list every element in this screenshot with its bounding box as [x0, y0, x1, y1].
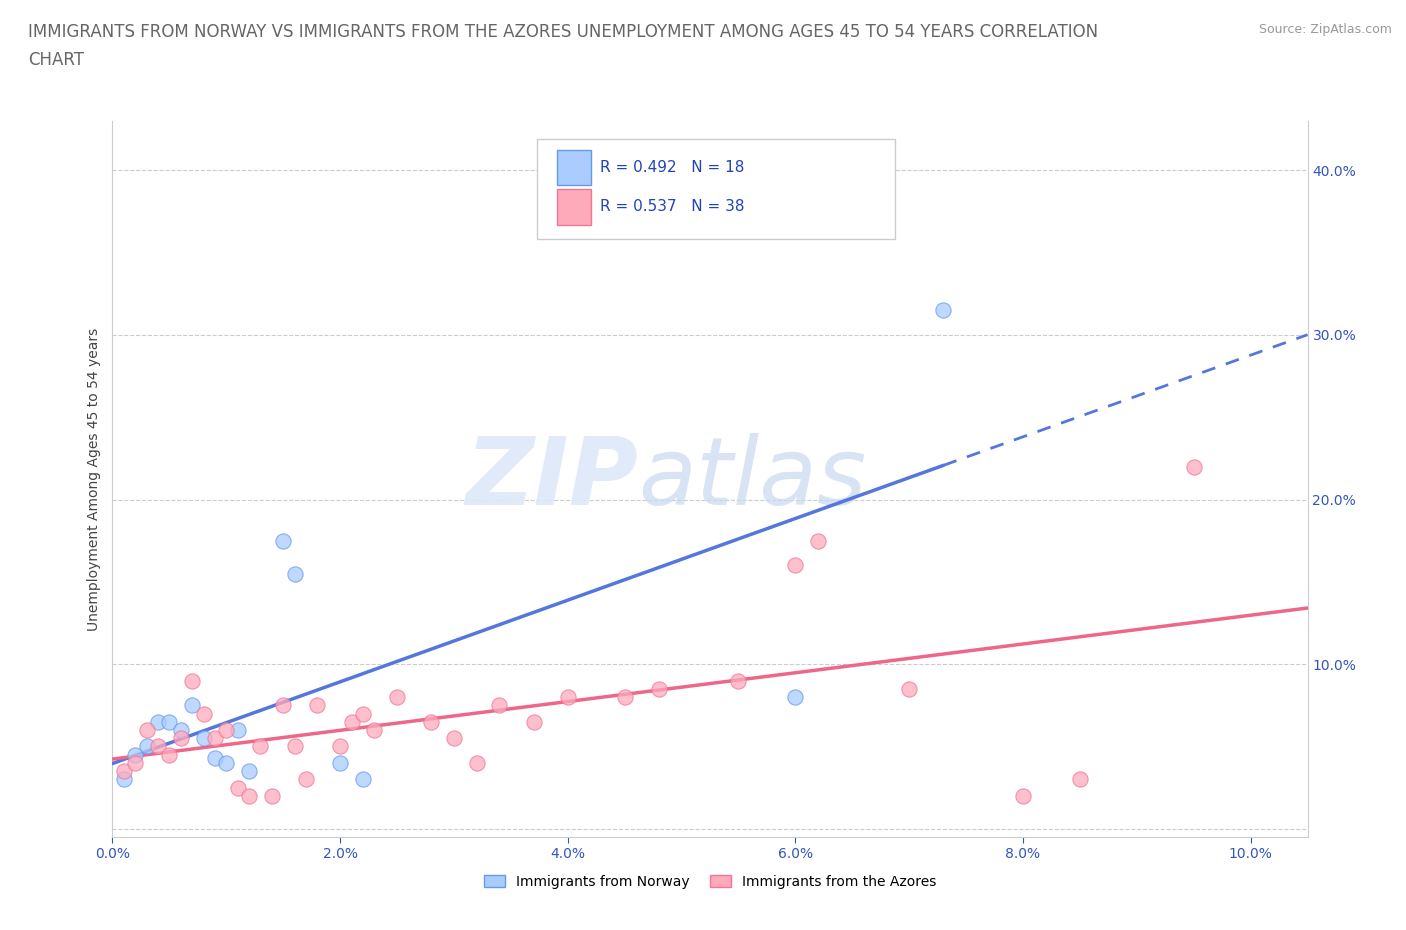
Point: [340, 714, 363, 729]
Point: [363, 723, 385, 737]
Point: [112, 772, 135, 787]
Point: [124, 755, 146, 770]
Text: R = 0.537   N = 38: R = 0.537 N = 38: [600, 199, 745, 214]
Point: [613, 690, 636, 705]
Point: [260, 789, 283, 804]
Point: [226, 723, 249, 737]
Point: [170, 731, 193, 746]
Point: [329, 739, 352, 754]
Point: [226, 780, 249, 795]
Point: [727, 673, 749, 688]
Point: [284, 566, 307, 581]
Point: [523, 714, 546, 729]
Point: [135, 739, 157, 754]
Point: [295, 772, 318, 787]
FancyBboxPatch shape: [557, 150, 591, 185]
Point: [443, 731, 465, 746]
Point: [112, 764, 135, 778]
Point: [648, 682, 671, 697]
Point: [352, 772, 374, 787]
Point: [124, 747, 146, 762]
Text: R = 0.492   N = 18: R = 0.492 N = 18: [600, 160, 744, 175]
Y-axis label: Unemployment Among Ages 45 to 54 years: Unemployment Among Ages 45 to 54 years: [87, 327, 101, 631]
Point: [807, 533, 830, 548]
Point: [271, 698, 294, 712]
Point: [785, 558, 807, 573]
Point: [284, 739, 307, 754]
Point: [157, 714, 180, 729]
Point: [465, 755, 488, 770]
Point: [1182, 459, 1205, 474]
Text: Source: ZipAtlas.com: Source: ZipAtlas.com: [1258, 23, 1392, 36]
Point: [249, 739, 271, 754]
Text: atlas: atlas: [638, 433, 866, 525]
Point: [385, 690, 408, 705]
Point: [1069, 772, 1091, 787]
Point: [420, 714, 443, 729]
Text: IMMIGRANTS FROM NORWAY VS IMMIGRANTS FROM THE AZORES UNEMPLOYMENT AMONG AGES 45 : IMMIGRANTS FROM NORWAY VS IMMIGRANTS FRO…: [28, 23, 1098, 41]
Point: [557, 690, 579, 705]
Point: [238, 764, 260, 778]
Legend: Immigrants from Norway, Immigrants from the Azores: Immigrants from Norway, Immigrants from …: [478, 870, 942, 895]
Point: [307, 698, 329, 712]
FancyBboxPatch shape: [557, 189, 591, 225]
Point: [157, 747, 180, 762]
Point: [193, 731, 215, 746]
Point: [204, 751, 226, 765]
Text: CHART: CHART: [28, 51, 84, 69]
Point: [1012, 789, 1035, 804]
Point: [181, 673, 204, 688]
Point: [204, 731, 226, 746]
Point: [352, 706, 374, 721]
Point: [146, 714, 169, 729]
Point: [488, 698, 510, 712]
Point: [898, 682, 921, 697]
Point: [181, 698, 204, 712]
Point: [785, 690, 807, 705]
Point: [146, 739, 169, 754]
FancyBboxPatch shape: [537, 139, 896, 239]
Point: [193, 706, 215, 721]
Point: [215, 755, 238, 770]
Text: ZIP: ZIP: [465, 433, 638, 525]
Point: [170, 723, 193, 737]
Point: [932, 303, 955, 318]
Point: [271, 533, 294, 548]
Point: [215, 723, 238, 737]
Point: [238, 789, 260, 804]
Point: [135, 723, 157, 737]
Point: [329, 755, 352, 770]
